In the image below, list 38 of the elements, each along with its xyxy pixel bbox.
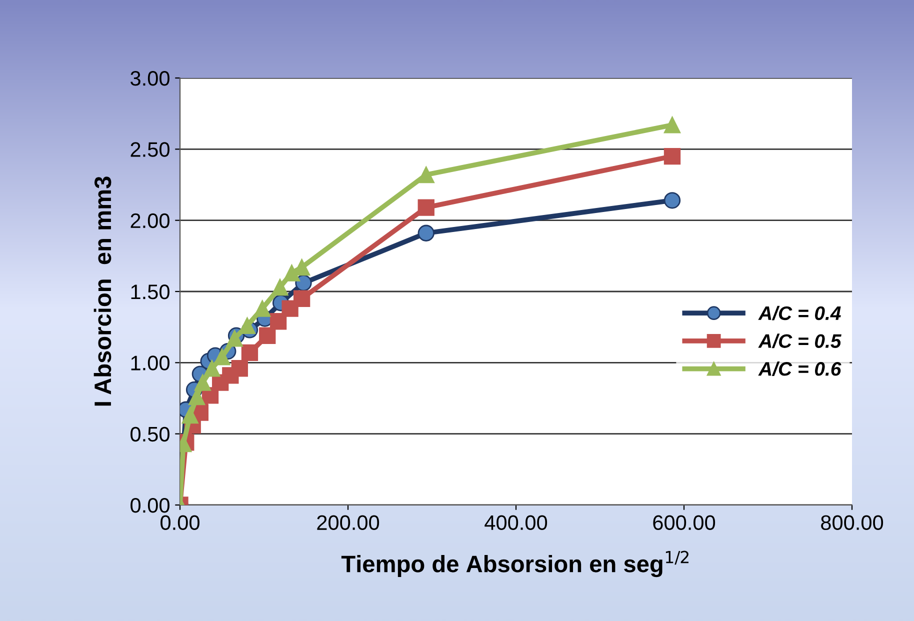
x-tick-label: 600.00 — [653, 515, 716, 530]
x-tick-label: 200.00 — [317, 515, 380, 530]
y-tick-label: 1.00 — [131, 356, 170, 370]
x-tick-label: 0.00 — [160, 515, 200, 530]
x-tick-label: 800.00 — [821, 515, 884, 530]
y-tick-label: 0.00 — [130, 498, 170, 513]
x-axis-title: Tiempo de Absorsion en seg$^{1/2}$ — [341, 550, 688, 578]
legend-label: A/C = 0.5 — [758, 334, 842, 348]
point — [272, 278, 288, 296]
y-tick-label: 2.00 — [130, 213, 170, 228]
y-tick-label: 0.50 — [130, 426, 170, 442]
y-tick-label: 3.00 — [130, 71, 170, 86]
point — [283, 264, 300, 282]
point — [293, 290, 310, 307]
point — [204, 360, 220, 377]
point — [664, 116, 681, 134]
legend-label: A/C = 0.6 — [758, 362, 842, 376]
point — [259, 327, 276, 344]
point — [270, 313, 287, 330]
point — [664, 148, 681, 165]
point — [182, 406, 198, 424]
point — [295, 274, 312, 292]
y-tick-label: 2.50 — [130, 142, 170, 157]
point — [664, 192, 681, 209]
point — [226, 330, 243, 347]
y-tick-label: 1.50 — [131, 284, 170, 300]
point — [241, 344, 258, 362]
point — [194, 374, 212, 391]
point — [214, 348, 230, 366]
point — [418, 166, 434, 184]
point — [231, 360, 248, 377]
point — [282, 300, 298, 317]
point — [254, 300, 271, 317]
y-axis-title: I Absorcion en mm3 — [94, 176, 112, 406]
x-tick-label: 400.00 — [484, 515, 548, 530]
point — [418, 224, 434, 242]
legend-label: A/C = 0.4 — [758, 306, 841, 320]
point — [418, 199, 434, 216]
